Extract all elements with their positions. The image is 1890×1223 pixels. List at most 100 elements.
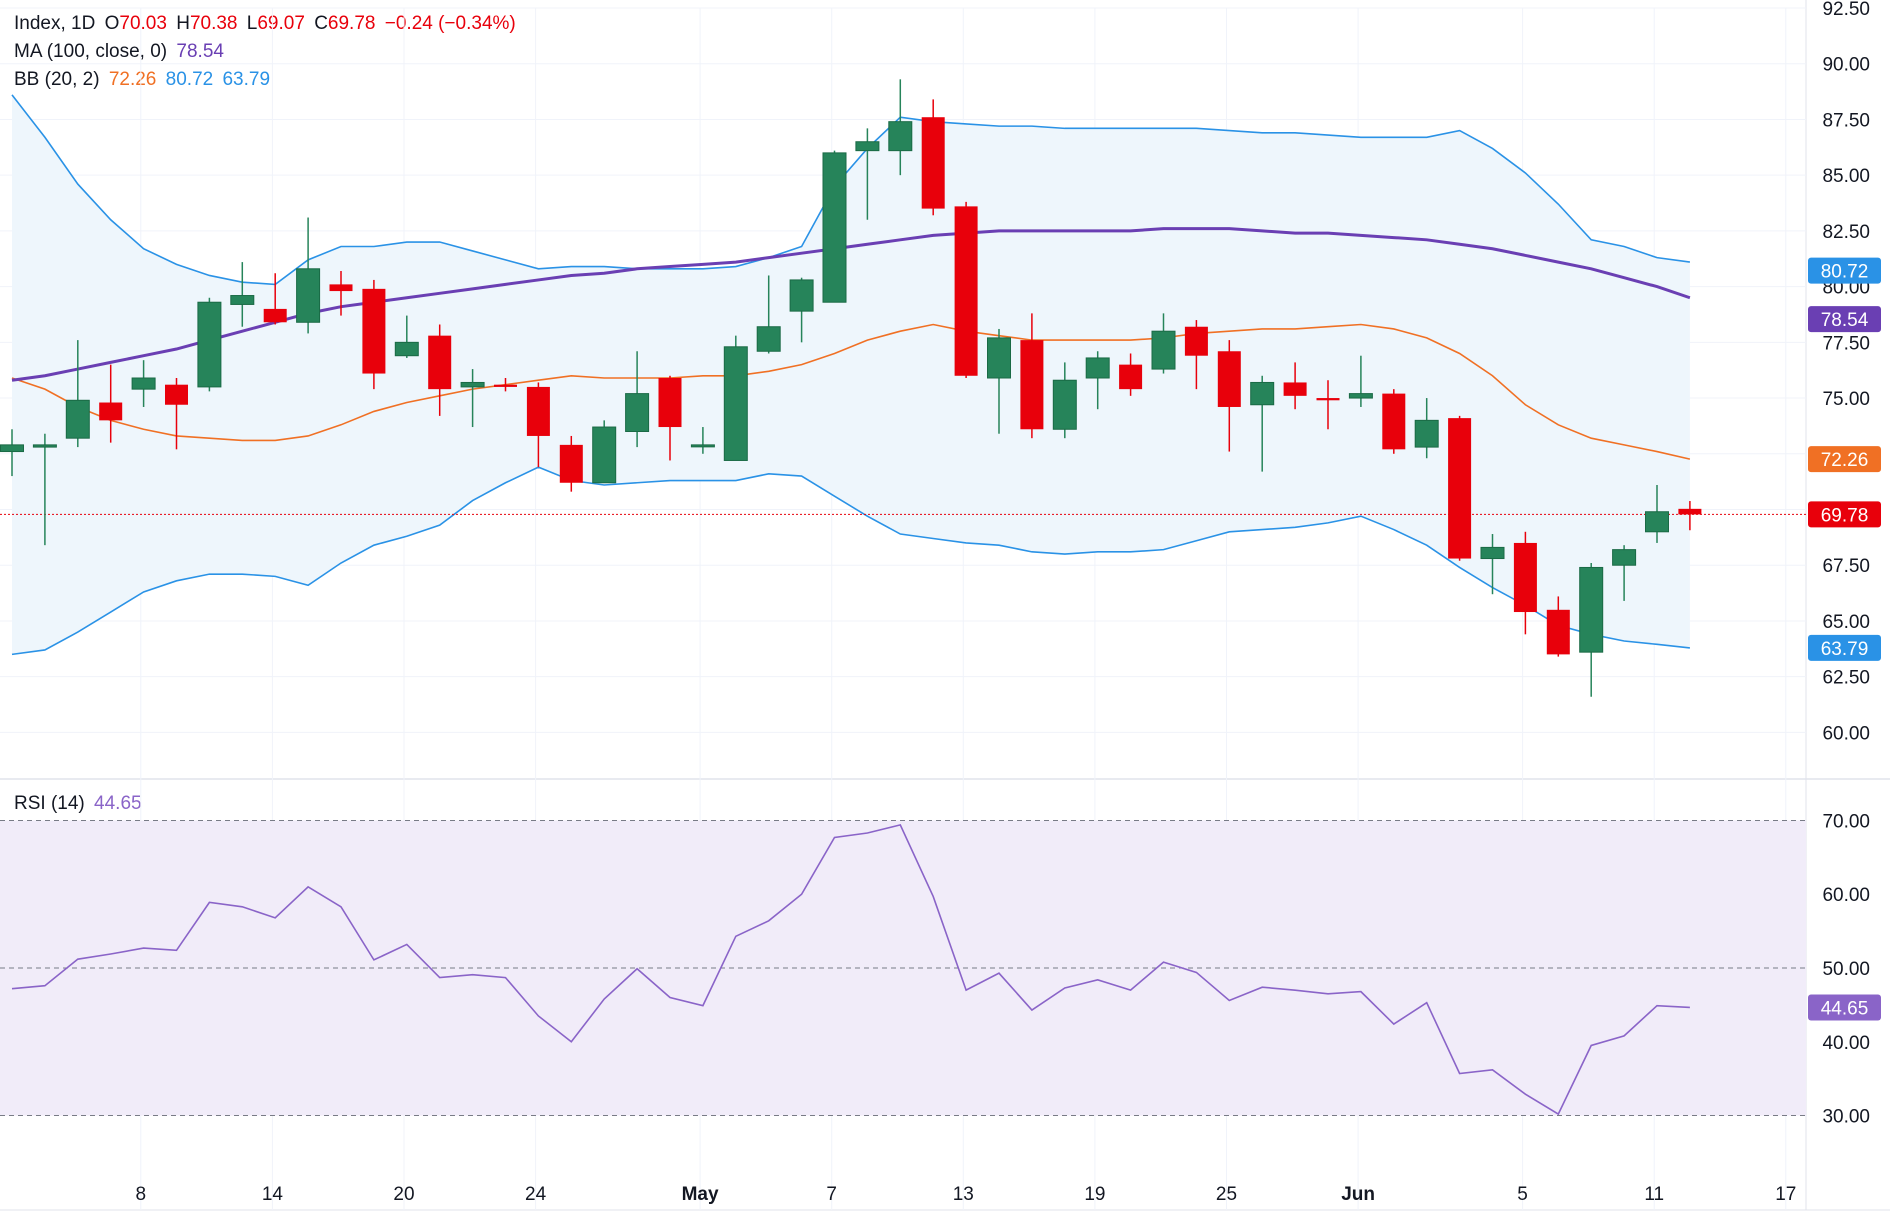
price-tag — [1808, 306, 1881, 333]
candle-body — [1414, 419, 1439, 448]
candle-body — [1283, 382, 1307, 396]
price-tag-text: 63.79 — [1821, 639, 1869, 660]
time-tick-label: 11 — [1644, 1184, 1664, 1205]
time-tick-label: 8 — [136, 1184, 147, 1205]
candle-body — [165, 384, 188, 405]
change-value: −0.24 (−0.34%) — [384, 13, 516, 34]
bb-upper-line — [11, 94, 1691, 286]
rsi-band-fill — [0, 819, 1806, 1117]
time-tick-label: 17 — [1775, 1184, 1796, 1205]
rsi-tick-label: 40.00 — [1822, 1033, 1870, 1054]
price-tick-label: 67.50 — [1822, 556, 1870, 577]
rsi-value: 44.65 — [94, 793, 142, 814]
price-tag — [1808, 634, 1881, 661]
rsi-tag — [1808, 994, 1881, 1021]
price-tick-label: 87.50 — [1822, 110, 1870, 131]
time-tick-label: 20 — [393, 1184, 414, 1205]
candle-body — [723, 346, 748, 461]
ma-legend: MA (100, close, 0) 78.54 — [14, 41, 228, 63]
time-tick-label: 25 — [1216, 1184, 1237, 1205]
bb-mid-line — [11, 323, 1691, 460]
price-tick-label: 62.50 — [1822, 668, 1870, 689]
price-tag — [1808, 501, 1881, 528]
candle-body — [1645, 511, 1669, 533]
candle-body — [65, 399, 90, 439]
candle-body — [855, 141, 880, 152]
bb-lower-value: 63.79 — [222, 69, 271, 90]
candle-body — [690, 444, 715, 448]
price-tick-label: 65.00 — [1822, 612, 1870, 633]
ma100-line — [11, 227, 1691, 382]
candle-body — [987, 337, 1011, 379]
candle-body — [1678, 508, 1702, 515]
rsi-tick-label: 50.00 — [1822, 959, 1870, 980]
price-tag-text: 80.72 — [1821, 262, 1869, 283]
candle-body — [1480, 546, 1505, 560]
bb-lower-line — [11, 466, 1690, 656]
rsi-label: RSI (14) — [14, 793, 85, 814]
candle-body — [230, 295, 255, 305]
candle-body — [921, 117, 945, 209]
candle-body — [888, 121, 913, 152]
candle-body — [329, 284, 353, 292]
close-value: 69.78 — [327, 13, 376, 34]
candle-body — [99, 402, 123, 421]
high-value: 70.38 — [189, 13, 238, 34]
candle-body — [1020, 340, 1044, 430]
candle-body — [1052, 379, 1077, 430]
ma-value: 78.54 — [176, 41, 224, 62]
candle-body — [625, 393, 650, 432]
price-tick-label: 60.00 — [1822, 723, 1870, 744]
bb-area — [12, 94, 1690, 655]
price-tick-label: 77.50 — [1822, 333, 1870, 354]
candle-body — [394, 341, 419, 357]
time-tick-label: 13 — [953, 1184, 974, 1205]
time-tick-label: 14 — [262, 1184, 284, 1205]
low-label: L69.07 — [246, 13, 305, 34]
price-tag — [1808, 257, 1881, 284]
candle-body — [1119, 364, 1143, 390]
price-tick-label: 75.00 — [1822, 389, 1870, 410]
rsi-tick-label: 30.00 — [1822, 1107, 1870, 1128]
time-tick-label: 5 — [1517, 1184, 1528, 1205]
candle-body — [1217, 351, 1241, 407]
candle-body — [32, 444, 57, 448]
candle-body — [1546, 609, 1570, 655]
candle-body — [460, 381, 485, 388]
time-tick-label: 19 — [1084, 1184, 1105, 1205]
open-value: 70.03 — [119, 13, 167, 34]
price-legend-row1: Index, 1D O70.03 H70.38 L69.07 C69.78 −0… — [14, 13, 520, 35]
candle-body — [789, 279, 814, 312]
ma-label: MA (100, close, 0) — [14, 41, 168, 62]
bollinger-band-fill — [12, 94, 1690, 655]
candle-body — [1612, 549, 1637, 566]
candle-body — [1085, 357, 1110, 379]
candle-body — [954, 206, 978, 376]
bb-legend: BB (20, 2) 72.26 80.72 63.79 — [14, 69, 274, 91]
open-label: O70.03 — [104, 13, 167, 34]
high-label: H70.38 — [176, 13, 238, 34]
candlestick-series[interactable] — [0, 79, 1702, 697]
indicator-lines — [0, 94, 1806, 1116]
price-tick-label: 92.50 — [1822, 0, 1870, 20]
candle-body — [263, 308, 287, 323]
symbol-label: Index, 1D — [14, 13, 96, 34]
rsi-line — [11, 823, 1690, 1116]
time-tick-label: May — [682, 1184, 719, 1205]
candle-body — [296, 268, 321, 323]
price-tag — [1808, 446, 1881, 473]
time-tick-label: 7 — [826, 1184, 837, 1205]
bb-mid-value: 72.26 — [108, 69, 157, 90]
price-tag-text: 78.54 — [1821, 310, 1869, 331]
rsi-tick-label: 70.00 — [1822, 811, 1870, 832]
price-tags: 80.72 78.54 72.26 69.78 63.79 44.65 — [1808, 257, 1881, 1021]
candle-body — [428, 335, 452, 390]
candle-body — [494, 384, 517, 387]
time-tick-label: 24 — [525, 1184, 547, 1205]
candle-body — [1250, 381, 1275, 406]
candle-body — [592, 426, 617, 484]
candle-body — [658, 378, 682, 428]
candle-body — [1151, 330, 1176, 370]
rsi-legend: RSI (14) 44.65 — [14, 793, 146, 815]
